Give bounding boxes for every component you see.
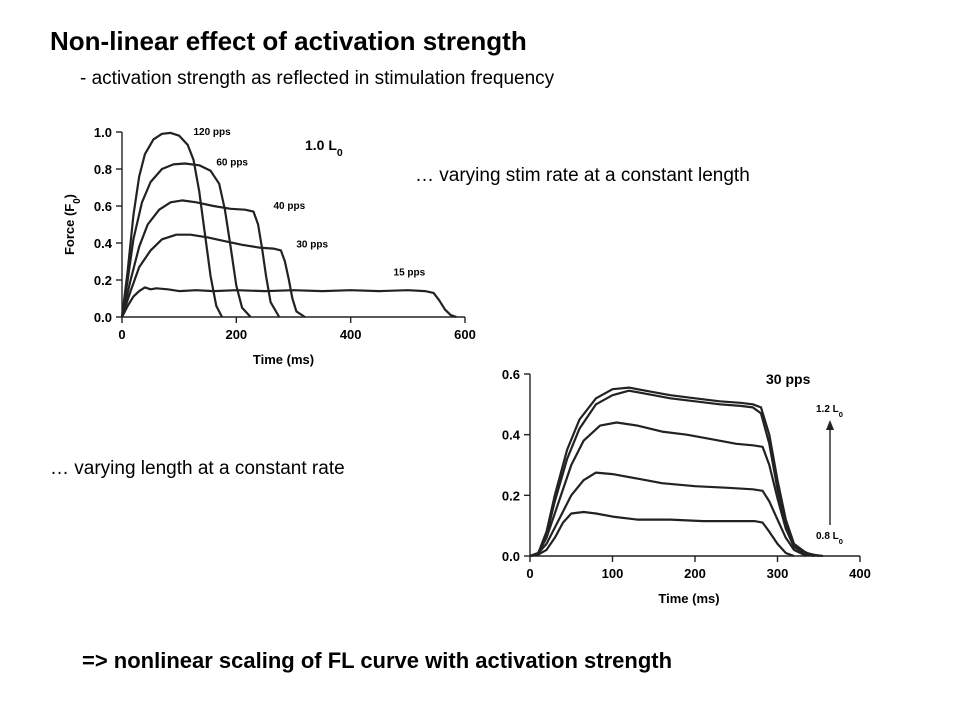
page-subtitle: - activation strength as reflected in st… — [80, 68, 555, 89]
length-note: … varying length at a constant rate — [50, 458, 345, 479]
series-label: 120 pps — [193, 127, 231, 138]
series-label: 15 pps — [394, 267, 426, 278]
series-label: 30 pps — [296, 240, 328, 251]
y-tick-label: 0.4 — [502, 428, 521, 443]
series-line — [529, 471, 807, 558]
series-line — [529, 389, 824, 558]
x-tick-label: 600 — [454, 327, 476, 342]
y-tick-label: 0.4 — [94, 236, 113, 251]
x-axis-label: Time (ms) — [253, 352, 314, 367]
x-axis-label: Time (ms) — [658, 591, 719, 606]
x-tick-label: 400 — [849, 566, 871, 581]
x-tick-label: 0 — [526, 566, 533, 581]
arrow-head-icon — [826, 420, 834, 430]
x-tick-label: 300 — [767, 566, 789, 581]
y-tick-label: 1.0 — [94, 125, 112, 140]
y-tick-label: 0.2 — [502, 488, 520, 503]
y-tick-label: 0.0 — [502, 549, 520, 564]
series-line — [529, 386, 820, 558]
y-tick-label: 0.6 — [502, 367, 520, 382]
x-tick-label: 100 — [602, 566, 624, 581]
y-tick-label: 0.2 — [94, 273, 112, 288]
arrow-bottom-label: 0.8 L0 — [816, 531, 843, 546]
series-line — [120, 199, 281, 318]
page-title: Non-linear effect of activation strength — [50, 26, 527, 56]
series-line — [120, 131, 223, 318]
x-tick-label: 200 — [684, 566, 706, 581]
x-tick-label: 200 — [225, 327, 247, 342]
y-tick-label: 0.8 — [94, 162, 112, 177]
series-label: 40 pps — [273, 201, 305, 212]
corner-label: 30 pps — [766, 371, 811, 387]
arrow-top-label: 1.2 L0 — [816, 404, 843, 419]
y-tick-label: 0.0 — [94, 310, 112, 325]
rate-note: … varying stim rate at a constant length — [415, 165, 750, 186]
x-tick-label: 400 — [340, 327, 362, 342]
series-line — [121, 286, 457, 319]
series-line — [120, 162, 252, 318]
series-line — [120, 233, 306, 318]
series-line — [529, 421, 815, 558]
series-line — [529, 510, 795, 558]
conclusion-text: => nonlinear scaling of FL curve with ac… — [82, 648, 673, 673]
x-tick-label: 0 — [118, 327, 125, 342]
series-label: 60 pps — [216, 157, 248, 168]
y-tick-label: 0.6 — [94, 199, 112, 214]
